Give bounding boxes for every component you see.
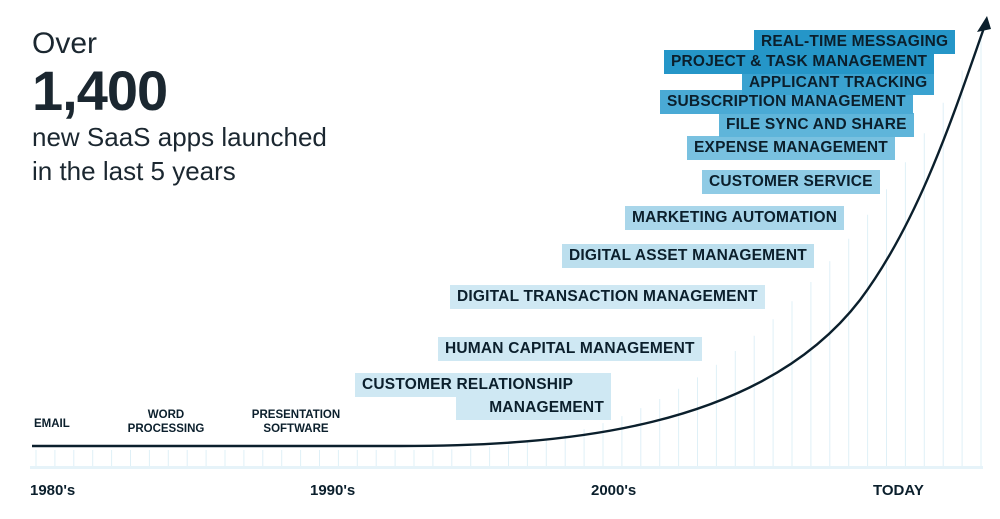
category-tag: PROJECT & TASK MANAGEMENT — [664, 50, 935, 74]
category-tag: CUSTOMER RELATIONSHIP — [355, 373, 611, 397]
category-tag: EXPENSE MANAGEMENT — [687, 136, 895, 160]
early-app-label: PROCESSING — [127, 423, 205, 435]
headline-line-2: in the last 5 years — [32, 156, 236, 186]
early-app-word-processing: WORD PROCESSING — [121, 408, 211, 436]
early-app-email: EMAIL — [34, 417, 70, 431]
growth-curve — [32, 24, 987, 448]
timeline-band — [30, 466, 983, 469]
early-app-label: SOFTWARE — [263, 423, 329, 435]
timeline-label-1980s: 1980's — [30, 482, 76, 499]
category-tag: CUSTOMER SERVICE — [702, 170, 880, 194]
headline-line-1: new SaaS apps launched — [32, 122, 327, 152]
headline: Over 1,400 new SaaS apps launched in the… — [32, 28, 327, 188]
timeline-label-today: TODAY — [873, 482, 924, 499]
early-app-label: PRESENTATION — [251, 409, 341, 421]
category-tag: MANAGEMENT — [456, 396, 611, 420]
headline-number: 1,400 — [32, 59, 168, 122]
category-tag: HUMAN CAPITAL MANAGEMENT — [438, 337, 702, 361]
timeline-label-1990s: 1990's — [310, 482, 356, 499]
headline-over: Over — [32, 27, 98, 60]
category-tag: SUBSCRIPTION MANAGEMENT — [660, 90, 913, 114]
category-tag: FILE SYNC AND SHARE — [719, 113, 914, 137]
early-app-label: EMAIL — [34, 418, 70, 430]
timeline-label-2000s: 2000's — [591, 482, 637, 499]
category-tag: DIGITAL TRANSACTION MANAGEMENT — [450, 285, 765, 309]
curve-arrowhead — [977, 16, 991, 32]
category-tag: APPLICANT TRACKING — [742, 71, 935, 95]
category-tag: DIGITAL ASSET MANAGEMENT — [562, 244, 814, 268]
category-tag: REAL-TIME MESSAGING — [754, 30, 956, 54]
timeline-ticks — [35, 36, 982, 468]
early-app-label: WORD — [147, 409, 185, 421]
early-app-presentation-software: PRESENTATION SOFTWARE — [242, 408, 350, 436]
category-tag: MARKETING AUTOMATION — [625, 206, 845, 230]
